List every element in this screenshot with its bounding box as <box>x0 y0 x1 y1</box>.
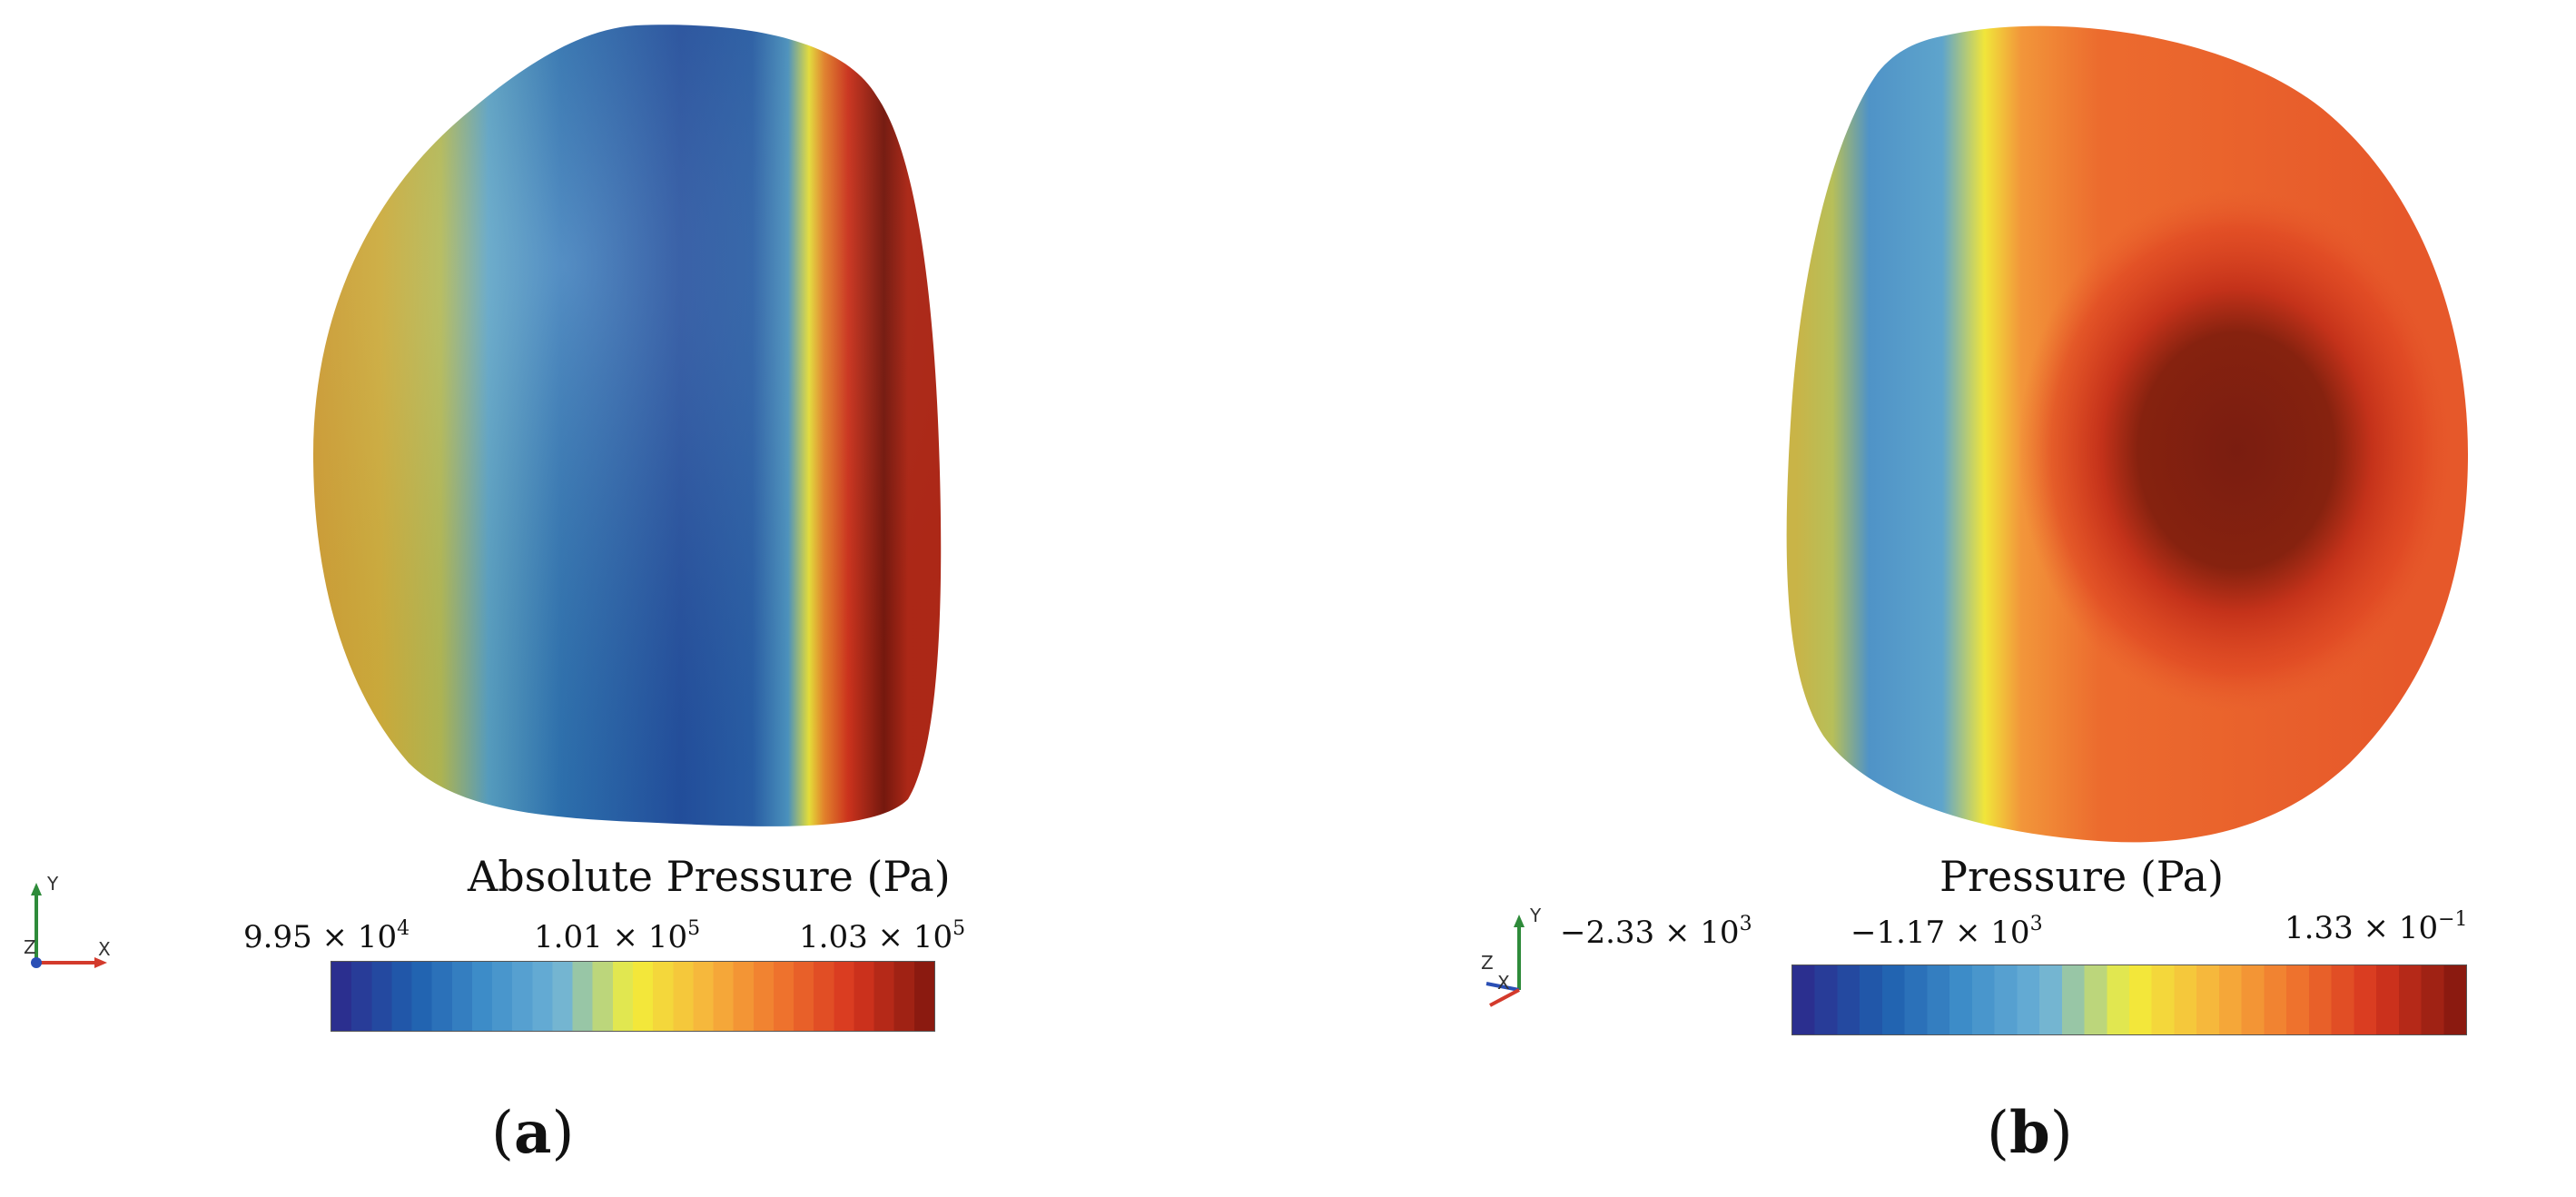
colorbar-tick-mid: 1.01 × 105 <box>534 917 701 955</box>
colorbar-tick-max: 1.03 × 105 <box>799 917 966 955</box>
axis-label-x: X <box>98 938 111 960</box>
colorbar-title: Absolute Pressure (Pa) <box>468 852 951 901</box>
colorbar-tick-min: −2.33 × 103 <box>1560 913 1752 951</box>
panel-b: Y Z X Pressure (Pa) −2.33 × 103 −1.17 × … <box>1288 0 2575 1197</box>
colorbar-title: Pressure (Pa) <box>1939 852 2225 901</box>
panel-label-a: (a) <box>491 1099 575 1167</box>
pressure-contour-blob-a <box>313 25 942 826</box>
colorbar-tick-min: 9.95 × 104 <box>243 917 410 955</box>
axis-label-y: Y <box>46 873 59 895</box>
axis-label-y: Y <box>1529 905 1542 926</box>
axis-label-x: X <box>1497 972 1510 994</box>
panel-label-b: (b) <box>1987 1099 2073 1167</box>
axis-triad-a: Y Z X <box>24 873 111 968</box>
colorbar-tick-max: 1.33 × 10−1 <box>2285 908 2468 946</box>
colorbar <box>1791 965 2467 1035</box>
axis-label-z: Z <box>24 936 36 958</box>
axis-label-z: Z <box>1481 952 1494 974</box>
colorbar <box>331 961 935 1032</box>
axis-triad-b: Y Z X <box>1481 905 1542 1007</box>
pressure-contour-blob-b <box>1786 25 2468 843</box>
colorbar-tick-mid: −1.17 × 103 <box>1851 913 2043 951</box>
panel-a: Y Z X Absolute Pressure (Pa) 9.95 × 104 … <box>24 25 966 1167</box>
